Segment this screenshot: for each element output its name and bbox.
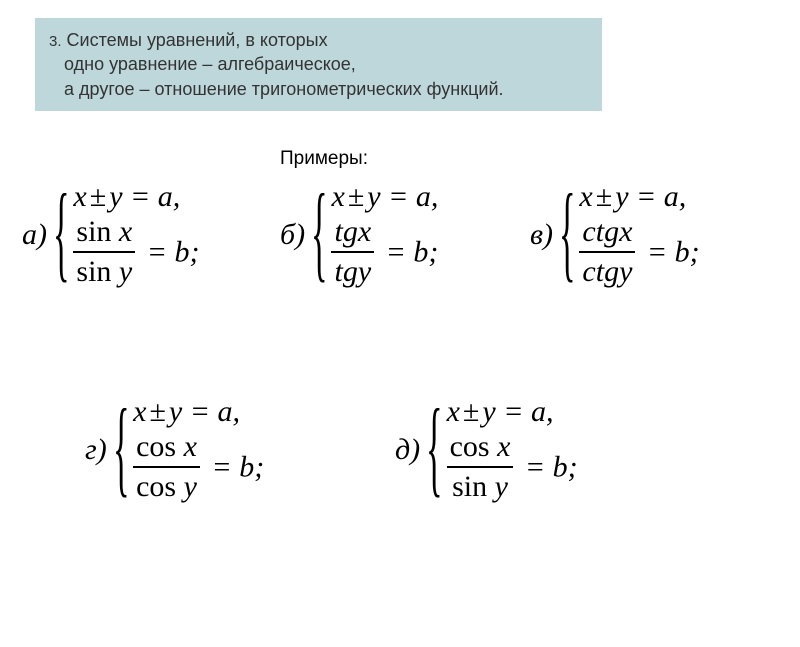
- example-label: б): [280, 218, 305, 252]
- equation-ratio: cos x cos y = b;: [133, 430, 264, 505]
- fraction: cos x sin y: [447, 430, 514, 505]
- fraction-denominator: tgy: [331, 253, 374, 290]
- fraction-denominator: sin y: [447, 468, 514, 505]
- system-body: x±y = a, sin x sin y = b;: [67, 180, 199, 290]
- system-body: x±y = a, ctgx ctgy = b;: [573, 180, 699, 290]
- example-label: г): [85, 433, 107, 467]
- equation-ratio: sin x sin y = b;: [73, 215, 199, 290]
- fraction-numerator: cos x: [447, 430, 514, 469]
- system-body: x±y = a, tgx tgy = b;: [325, 180, 438, 290]
- example-d: г) { x±y = a, cos x cos y = b;: [85, 395, 264, 505]
- example-a: а) { x±y = a, sin x sin y = b;: [22, 180, 200, 290]
- system-brace-wrap: { x±y = a, ctgx ctgy = b;: [559, 180, 700, 290]
- example-label: а): [22, 218, 47, 252]
- equation-linear: x±y = a,: [331, 180, 438, 215]
- example-c: в) { x±y = a, ctgx ctgy = b;: [530, 180, 700, 290]
- equation-ratio: cos x sin y = b;: [447, 430, 578, 505]
- system-brace-wrap: { x±y = a, tgx tgy = b;: [311, 180, 438, 290]
- system-body: x±y = a, cos x sin y = b;: [441, 395, 578, 505]
- equation-linear: x±y = a,: [133, 395, 264, 430]
- equation-linear: x±y = a,: [447, 395, 578, 430]
- example-label: в): [530, 218, 553, 252]
- fraction-denominator: ctgy: [579, 253, 635, 290]
- left-brace-icon: {: [113, 253, 130, 647]
- fraction: cos x cos y: [133, 430, 200, 505]
- left-brace-icon: {: [426, 253, 443, 647]
- left-brace-icon: {: [53, 38, 70, 432]
- fraction: tgx tgy: [331, 215, 374, 290]
- fraction-numerator: ctgx: [579, 215, 635, 254]
- example-label: д): [395, 433, 420, 467]
- system-body: x±y = a, cos x cos y = b;: [127, 395, 264, 505]
- section-title-line1: Системы уравнений, в которых: [67, 30, 328, 50]
- example-e: д) { x±y = a, cos x sin y = b;: [395, 395, 578, 505]
- equation-ratio: tgx tgy = b;: [331, 215, 438, 290]
- fraction: ctgx ctgy: [579, 215, 635, 290]
- system-brace-wrap: { x±y = a, cos x sin y = b;: [426, 395, 577, 505]
- equation-linear: x±y = a,: [579, 180, 699, 215]
- equation-linear: x±y = a,: [73, 180, 199, 215]
- fraction-denominator: cos y: [133, 468, 200, 505]
- system-brace-wrap: { x±y = a, cos x cos y = b;: [113, 395, 264, 505]
- left-brace-icon: {: [311, 38, 328, 432]
- fraction-numerator: sin x: [73, 215, 135, 254]
- left-brace-icon: {: [559, 38, 576, 432]
- section-title-line3: а другое – отношение тригонометрических …: [64, 79, 504, 99]
- example-b: б) { x±y = a, tgx tgy = b;: [280, 180, 438, 290]
- equation-ratio: ctgx ctgy = b;: [579, 215, 699, 290]
- fraction-numerator: tgx: [331, 215, 374, 254]
- fraction-numerator: cos x: [133, 430, 200, 469]
